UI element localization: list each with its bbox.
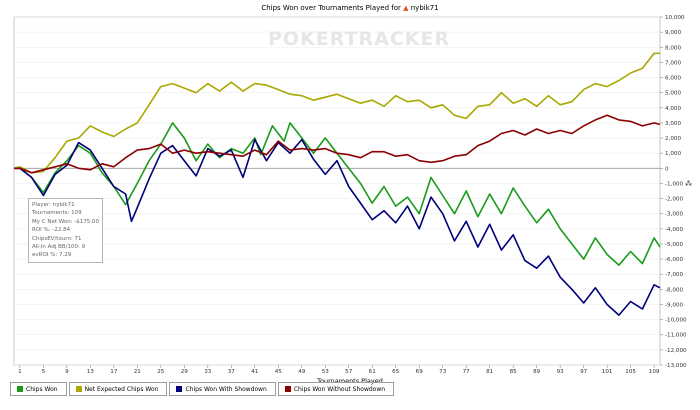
title-text: Chips Won over Tournaments Played for <box>261 4 401 12</box>
y-axis: 10,000 9,000 8,000 7,000 6,000 5,000 4,000 3,00… <box>660 15 687 369</box>
y-tick-label: -2,000 <box>665 197 683 203</box>
x-tick-label: 69 <box>416 369 424 375</box>
y-tick-label: 0 <box>665 166 669 172</box>
y-tick-label: -4,000 <box>665 227 683 233</box>
legend-swatch <box>284 386 291 392</box>
x-tick-label: 17 <box>110 369 118 375</box>
series-line <box>14 114 661 174</box>
stats-infobox: Player: nybik71 Tournaments: 109 My C Ne… <box>28 198 103 263</box>
x-tick-label: 61 <box>369 369 377 375</box>
x-tick-label: 41 <box>251 369 259 375</box>
x-tick-label: 21 <box>134 369 142 375</box>
x-tick-label: 37 <box>228 369 236 375</box>
infobox-line: Player: nybik71 <box>32 202 75 208</box>
x-tick-label: 13 <box>87 369 95 375</box>
legend-swatch <box>17 386 23 392</box>
infobox-line: evROI %: 7.29 <box>32 252 72 259</box>
legend-item-with-showdown[interactable]: Chips Won With Showdown <box>169 382 276 396</box>
x-tick-label: 105 <box>625 369 636 375</box>
x-tick-label: 53 <box>322 369 330 375</box>
x-tick-label: 89 <box>533 369 541 375</box>
watermark: POKERTRACKER <box>268 28 451 50</box>
flame-icon: ▲ <box>403 4 409 12</box>
plot-area <box>13 16 661 366</box>
x-tick-label: 73 <box>439 369 447 375</box>
y-tick-label: 6,000 <box>665 76 681 82</box>
y-tick-label: -5,000 <box>665 242 683 248</box>
y-tick-label: -3,000 <box>665 212 683 218</box>
legend-item-chips-won[interactable]: Chips Won <box>10 382 67 396</box>
x-tick-label: 77 <box>463 369 471 375</box>
legend-swatch <box>75 386 82 392</box>
x-tick-label: 101 <box>602 369 613 375</box>
y-tick-label: 5,000 <box>665 91 681 97</box>
x-tick-label: 5 <box>42 369 46 375</box>
y-tick-label: 1,000 <box>665 151 681 157</box>
x-tick-label: 25 <box>157 369 165 375</box>
series-line <box>14 138 661 316</box>
y-tick-label: 10,000 <box>665 15 685 21</box>
infobox-line: My C Net Won: -$175.00 <box>32 218 100 225</box>
x-tick-label: 109 <box>649 369 660 375</box>
x-tick-label: 81 <box>486 369 494 375</box>
infobox-line: Tournaments: 109 <box>32 210 82 217</box>
player-name: nybik71 <box>410 4 439 12</box>
y-tick-label: -10,000 <box>665 318 687 324</box>
x-tick-label: 93 <box>557 369 565 375</box>
infobox-line: ROI %: -22.84 <box>32 227 71 234</box>
y-tick-label: -11,000 <box>665 333 687 339</box>
y-tick-label: 2,000 <box>665 136 681 142</box>
chart-title: Chips Won over Tournaments Played for ▲ … <box>0 4 700 12</box>
y-tick-label: 9,000 <box>665 30 681 36</box>
x-tick-label: 97 <box>580 369 588 375</box>
y-tick-label: -9,000 <box>665 302 683 308</box>
y-tick-label: -1,000 <box>665 181 683 187</box>
y-tick-label: 8,000 <box>665 45 681 51</box>
x-tick-label: 57 <box>345 369 353 375</box>
y-tick-label: 7,000 <box>665 60 681 66</box>
infobox-line: All-In Adj BB/100: 9 <box>32 244 86 251</box>
x-tick-label: 33 <box>204 369 212 375</box>
legend-label: Chips Won With Showdown <box>185 385 267 393</box>
x-tick-label: 85 <box>510 369 518 375</box>
y-tick-label: -6,000 <box>665 257 683 263</box>
x-tick-label: 9 <box>65 369 69 375</box>
legend-swatch <box>176 386 183 392</box>
y-tick-label: 3,000 <box>665 121 681 127</box>
x-axis-label: Tournaments Played <box>317 377 383 385</box>
x-tick-label: 49 <box>298 369 306 375</box>
x-tick-label: 45 <box>275 369 283 375</box>
x-axis: 1 5 9 13 17 21 25 29 33 37 41 45 49 53 57 61 65 69 73 77 81 8… <box>18 365 660 375</box>
x-tick-label: 1 <box>18 369 22 375</box>
x-tick-label: 29 <box>181 369 189 375</box>
y-tick-label: -8,000 <box>665 287 683 293</box>
series-line <box>13 52 660 174</box>
infobox-line: ChipsEV/tourn: 71 <box>32 235 82 242</box>
y-tick-label: -13,000 <box>665 363 687 369</box>
legend-label: Chips Won Without Showdown <box>293 385 386 393</box>
series-line <box>14 122 661 266</box>
legend-label: Chips Won <box>26 385 58 393</box>
legend: Chips Won Net Expected Chips Won Chips W… <box>10 382 396 396</box>
legend-label: Net Expected Chips Won <box>84 385 159 393</box>
legend-item-without-showdown[interactable]: Chips Won Without Showdown <box>277 382 395 396</box>
pin-icon[interactable]: ⁂ <box>685 180 692 188</box>
y-tick-label: -7,000 <box>665 272 683 278</box>
y-tick-label: 4,000 <box>665 106 681 112</box>
legend-item-net-expected[interactable]: Net Expected Chips Won <box>68 382 168 396</box>
x-tick-label: 65 <box>392 369 400 375</box>
series-group <box>13 52 661 316</box>
y-tick-label: -12,000 <box>665 348 687 354</box>
